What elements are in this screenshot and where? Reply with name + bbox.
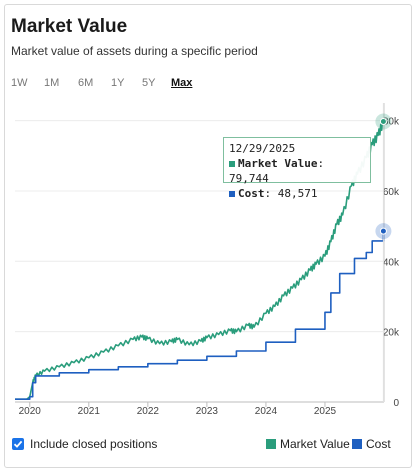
range-1m[interactable]: 1M: [44, 77, 60, 89]
y-tick-label: 80k: [383, 117, 400, 128]
tooltip-market-value-label: Market Value: [238, 157, 318, 170]
series-end-point: [379, 117, 387, 125]
market-value-dot-icon: [229, 161, 235, 167]
series-end-point: [379, 227, 387, 235]
x-tick-label: 2025: [314, 406, 337, 417]
page-subtitle: Market value of assets during a specific…: [11, 44, 258, 58]
legend-market-value-swatch: [266, 439, 276, 449]
tooltip-market-value: 79,744: [229, 172, 269, 185]
tooltip-date: 12/29/2025: [229, 142, 296, 155]
range-5y[interactable]: 5Y: [142, 77, 156, 89]
range-6m[interactable]: 6M: [78, 77, 94, 89]
y-tick-label: 20k: [383, 328, 400, 339]
legend-market-value[interactable]: Market Value: [280, 437, 350, 451]
y-tick-label: 0: [393, 398, 399, 409]
y-tick-label: 40k: [383, 257, 400, 268]
series-line-cost: [15, 231, 385, 400]
range-1w[interactable]: 1W: [11, 77, 28, 89]
include-closed-label[interactable]: Include closed positions: [30, 437, 158, 451]
x-tick-label: 2021: [78, 406, 101, 417]
chart-tooltip: 12/29/2025 Market Value: 79,744 Cost: 48…: [223, 137, 371, 200]
x-tick-label: 2020: [19, 406, 42, 417]
tooltip-cost-label: Cost: [238, 187, 265, 200]
x-tick-label: 2022: [137, 406, 160, 417]
y-tick-label: 60k: [383, 187, 400, 198]
series-line-market-value: [15, 118, 385, 400]
cost-dot-icon: [229, 191, 235, 197]
page-title: Market Value: [11, 16, 128, 37]
include-closed-checkbox[interactable]: [12, 438, 24, 450]
tooltip-cost-row: Cost: 48,571: [229, 186, 365, 201]
range-max[interactable]: Max: [171, 77, 193, 89]
x-tick-label: 2023: [196, 406, 219, 417]
range-1y[interactable]: 1Y: [111, 77, 125, 89]
legend-cost-swatch: [352, 439, 362, 449]
x-tick-label: 2024: [255, 406, 278, 417]
market-value-card: [4, 4, 412, 468]
tooltip-cost: 48,571: [277, 187, 318, 200]
checkmark-icon: [13, 440, 23, 448]
legend-cost[interactable]: Cost: [366, 437, 391, 451]
tooltip-market-value-row: Market Value: 79,744: [229, 157, 325, 185]
